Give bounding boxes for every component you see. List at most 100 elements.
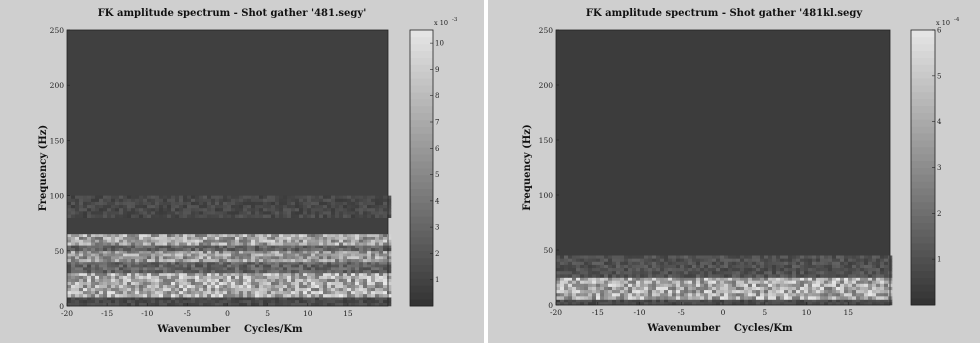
heatmap-cell bbox=[171, 253, 176, 257]
heatmap-cell bbox=[620, 264, 625, 269]
heatmap-cell bbox=[648, 277, 653, 281]
heatmap-cell bbox=[263, 214, 268, 218]
heatmap-cell bbox=[852, 283, 857, 288]
heatmap-cell bbox=[335, 245, 340, 249]
heatmap-cell bbox=[175, 288, 180, 292]
heatmap-cell bbox=[79, 275, 84, 280]
heatmap-cell bbox=[736, 264, 741, 269]
heatmap-cell bbox=[279, 250, 284, 254]
heatmap-cell bbox=[191, 242, 196, 246]
heatmap-cell bbox=[568, 264, 573, 269]
heatmap-cell bbox=[736, 280, 741, 285]
heatmap-cell bbox=[95, 270, 100, 274]
heatmap-cell bbox=[239, 267, 244, 271]
x-tick-label: 5 bbox=[265, 309, 270, 318]
heatmap-cell bbox=[135, 294, 140, 298]
heatmap-cell bbox=[359, 234, 364, 238]
heatmap-cell bbox=[299, 253, 304, 257]
heatmap-cell bbox=[335, 264, 340, 268]
heatmap-cell bbox=[371, 261, 376, 265]
heatmap-cell bbox=[700, 286, 705, 291]
heatmap-cell bbox=[259, 242, 264, 246]
heatmap-cell bbox=[732, 255, 737, 259]
chart-panel-left: FK amplitude spectrum - Shot gather '481… bbox=[0, 0, 484, 343]
heatmap-cell bbox=[560, 290, 565, 294]
heatmap-cell bbox=[295, 256, 300, 260]
heatmap-cell bbox=[175, 250, 180, 254]
heatmap-cell bbox=[371, 211, 376, 215]
heatmap-cell bbox=[83, 234, 88, 238]
heatmap-cell bbox=[624, 274, 629, 278]
heatmap-cell bbox=[860, 268, 865, 272]
heatmap-cell bbox=[379, 201, 384, 206]
heatmap-cell bbox=[692, 274, 697, 278]
heatmap-cell bbox=[383, 297, 388, 301]
heatmap-cell bbox=[323, 256, 328, 260]
heatmap-cell bbox=[884, 258, 889, 263]
heatmap-cell bbox=[696, 261, 701, 266]
heatmap-cell bbox=[267, 239, 272, 243]
heatmap-cell bbox=[71, 294, 76, 298]
heatmap-cell bbox=[299, 275, 304, 280]
heatmap-cell bbox=[103, 259, 108, 263]
heatmap-cell bbox=[127, 259, 132, 263]
heatmap-cell bbox=[383, 259, 388, 263]
heatmap-cell bbox=[748, 255, 753, 259]
heatmap-cell bbox=[163, 267, 168, 271]
heatmap-cell bbox=[331, 248, 336, 252]
heatmap-cell bbox=[103, 275, 108, 280]
heatmap-cell bbox=[227, 267, 232, 271]
heatmap-cell bbox=[291, 261, 296, 265]
heatmap-cell bbox=[860, 290, 865, 294]
heatmap-cell bbox=[708, 302, 713, 306]
heatmap-cell bbox=[351, 297, 356, 301]
heatmap-cell bbox=[780, 255, 785, 259]
heatmap-cell bbox=[99, 297, 104, 301]
heatmap-cell bbox=[632, 258, 637, 263]
heatmap-cell bbox=[203, 256, 208, 260]
heatmap-cell bbox=[163, 256, 168, 260]
heatmap-cell bbox=[335, 278, 340, 283]
heatmap-cell bbox=[319, 248, 324, 252]
heatmap-cell bbox=[247, 198, 252, 203]
heatmap-cell bbox=[91, 205, 96, 209]
heatmap-cell bbox=[119, 261, 124, 265]
heatmap-cell bbox=[311, 291, 316, 295]
heatmap-cell bbox=[680, 255, 685, 259]
heatmap-cell bbox=[315, 267, 320, 271]
heatmap-cell bbox=[199, 297, 204, 301]
heatmap-cell bbox=[135, 261, 140, 265]
heatmap-cell bbox=[872, 299, 877, 303]
heatmap-cell bbox=[195, 294, 200, 298]
heatmap-cell bbox=[600, 302, 605, 306]
heatmap-cell bbox=[760, 268, 765, 272]
heatmap-cell bbox=[251, 288, 256, 292]
heatmap-cell bbox=[199, 285, 204, 289]
heatmap-cell bbox=[736, 299, 741, 303]
heatmap-cell bbox=[860, 286, 865, 291]
heatmap-cell bbox=[319, 253, 324, 257]
heatmap-cell bbox=[335, 253, 340, 257]
heatmap-cell bbox=[343, 267, 348, 271]
y-tick-label: 150 bbox=[50, 136, 65, 145]
heatmap-cell bbox=[335, 281, 340, 286]
heatmap-cell bbox=[359, 294, 364, 298]
heatmap-cell bbox=[808, 268, 813, 272]
heatmap-cell bbox=[219, 278, 224, 283]
heatmap-cell bbox=[243, 300, 248, 304]
heatmap-cell bbox=[255, 300, 260, 304]
heatmap-cell bbox=[684, 277, 689, 281]
heatmap-cell bbox=[199, 281, 204, 286]
heatmap-cell bbox=[163, 248, 168, 252]
heatmap-cell bbox=[307, 245, 312, 249]
heatmap-cell bbox=[191, 256, 196, 260]
heatmap-cell bbox=[728, 290, 733, 294]
heatmap-cell bbox=[808, 293, 813, 297]
heatmap-cell bbox=[303, 272, 308, 277]
heatmap-cell bbox=[147, 208, 152, 212]
heatmap-cell bbox=[824, 268, 829, 272]
heatmap-cell bbox=[660, 280, 665, 285]
heatmap-cell bbox=[191, 261, 196, 265]
heatmap-cell bbox=[692, 261, 697, 266]
heatmap-cell bbox=[744, 255, 749, 259]
